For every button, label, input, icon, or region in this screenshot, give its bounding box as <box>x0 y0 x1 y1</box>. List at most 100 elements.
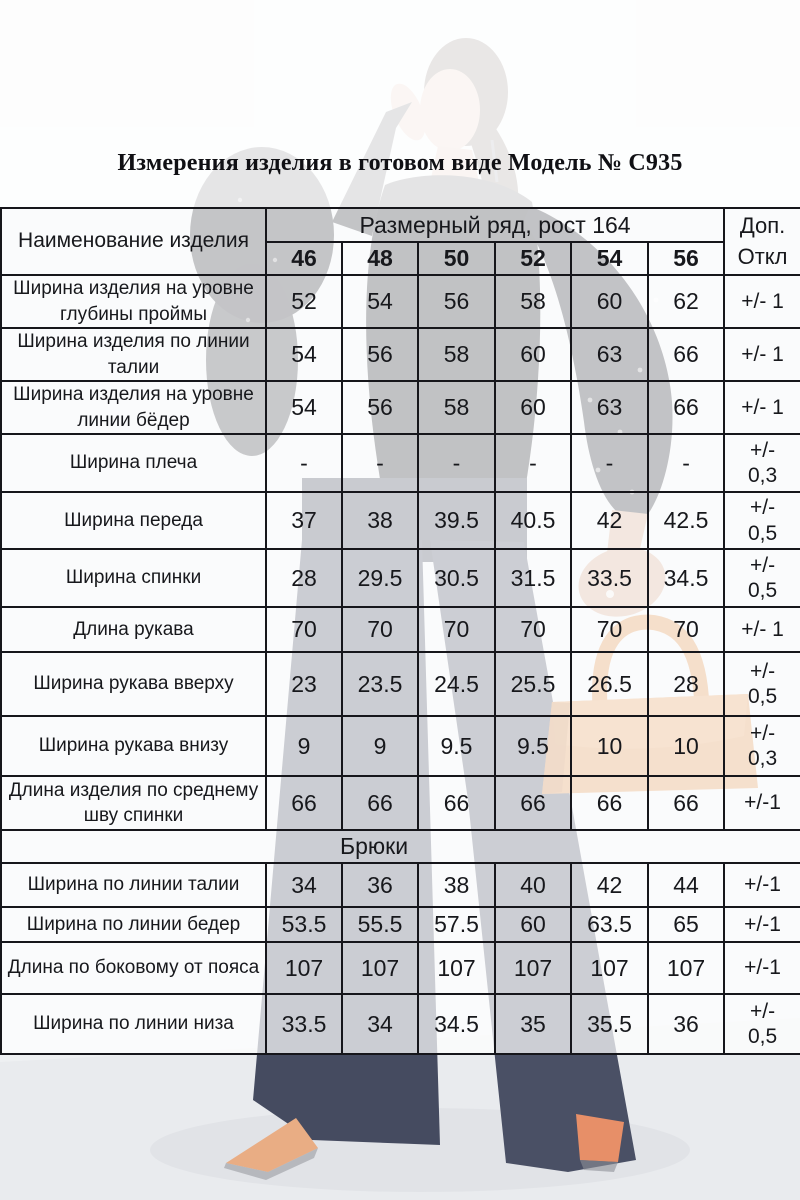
measurement-value: 63.5 <box>570 906 649 943</box>
table-row: Ширина по линии низа 33.5 34 34.5 35 35.5 36 +/… <box>0 993 800 1055</box>
measurement-value: 107 <box>341 941 419 995</box>
right-shoe <box>576 1114 624 1172</box>
measurement-value: 23.5 <box>341 651 419 717</box>
measurement-value: 10 <box>570 715 649 777</box>
measurement-value: 107 <box>494 941 572 995</box>
measurement-value: 9.5 <box>494 715 572 777</box>
tolerance-value: +/-1 <box>723 775 800 831</box>
row-label: Ширина рукава вверху <box>0 651 267 717</box>
measurement-value: 42 <box>570 862 649 908</box>
size-header: 48 <box>341 241 419 276</box>
table-row: Ширина спинки 28 29.5 30.5 31.5 33.5 34.5 +/- 0… <box>0 548 800 608</box>
row-label: Ширина по линии бедер <box>0 906 267 943</box>
measurement-value: 58 <box>417 380 496 435</box>
tolerance-value: +/- 1 <box>723 327 800 382</box>
measurement-value: 70 <box>265 606 343 653</box>
measurement-value: 36 <box>341 862 419 908</box>
measurement-value: 34.5 <box>646 548 726 608</box>
measurement-value: 66 <box>570 775 649 831</box>
table-row: Ширина изделия на уровне линии бёдер 54 56… <box>0 380 800 435</box>
measurement-value: 70 <box>417 606 496 653</box>
measurement-value: 60 <box>494 380 572 435</box>
measurement-value: 53.5 <box>265 906 343 943</box>
measurement-value: 35 <box>494 993 572 1055</box>
measurement-value: 56 <box>417 274 496 329</box>
measurement-value: 9.5 <box>417 715 496 777</box>
measurement-value: 70 <box>494 606 572 653</box>
column-header-size-group: Размерный ряд, рост 164 <box>264 207 726 243</box>
measurement-value: 66 <box>646 775 726 831</box>
row-label: Ширина переда <box>0 491 267 550</box>
measurement-value: 34 <box>265 862 343 908</box>
measurement-value: 58 <box>494 274 572 329</box>
measurement-value: 56 <box>341 327 419 382</box>
measurement-value: 107 <box>417 941 496 995</box>
table-row: Ширина изделия по линии талии 54 56 58 60 63 6… <box>0 327 800 382</box>
measurement-value: 66 <box>646 380 726 435</box>
measurement-value: 107 <box>265 941 343 995</box>
size-header: 52 <box>494 241 572 276</box>
measurement-value: - <box>417 433 496 493</box>
measurement-value: 66 <box>646 327 726 382</box>
row-label: Длина изделия по среднему шву спинки <box>0 775 267 831</box>
measurement-value: 9 <box>341 715 419 777</box>
tolerance-value: +/- 1 <box>723 274 800 329</box>
measurement-value: 34 <box>341 993 419 1055</box>
measurement-value: 33.5 <box>265 993 343 1055</box>
measurement-value: 29.5 <box>341 548 419 608</box>
tolerance-value: +/-1 <box>723 906 800 943</box>
table-row: Ширина рукава вверху 23 23.5 24.5 25.5 26.5 28… <box>0 651 800 717</box>
measurement-value: 38 <box>417 862 496 908</box>
measurement-value: 70 <box>570 606 649 653</box>
measurement-value: 58 <box>417 327 496 382</box>
size-header: 56 <box>646 241 726 276</box>
measurement-value: 28 <box>265 548 343 608</box>
measurement-value: 38 <box>341 491 419 550</box>
row-label: Ширина изделия на уровне глубины проймы <box>0 274 267 329</box>
measurement-value: 34.5 <box>417 993 496 1055</box>
table-row: Ширина рукава внизу 9 9 9.5 9.5 10 10 +/- 0,3 <box>0 715 800 777</box>
measurement-value: 37 <box>265 491 343 550</box>
measurement-value: - <box>341 433 419 493</box>
row-label: Ширина изделия по линии талии <box>0 327 267 382</box>
measurement-value: 54 <box>265 380 343 435</box>
left-shoe <box>224 1118 318 1180</box>
tolerance-value: +/-1 <box>723 941 800 995</box>
tolerance-value: +/- 1 <box>723 606 800 653</box>
measurement-value: 70 <box>341 606 419 653</box>
table-row: Длина рукава 70 70 70 70 70 70 +/- 1 <box>0 606 800 653</box>
measurement-value: 57.5 <box>417 906 496 943</box>
size-header: 54 <box>570 241 649 276</box>
measurement-value: 26.5 <box>570 651 649 717</box>
measurement-value: 42.5 <box>646 491 726 550</box>
row-label: Ширина изделия на уровне линии бёдер <box>0 380 267 435</box>
row-label: Ширина спинки <box>0 548 267 608</box>
measurement-value: - <box>646 433 726 493</box>
tolerance-value: +/- 1 <box>723 380 800 435</box>
measurement-value: 35.5 <box>570 993 649 1055</box>
table-row: Ширина по линии талии 34 36 38 40 42 44 +/-1 <box>0 862 800 908</box>
measurement-value: 40 <box>494 862 572 908</box>
row-label: Ширина по линии талии <box>0 862 267 908</box>
measurement-value: 63 <box>570 327 649 382</box>
measurements-table: Наименование изделия Размерный ряд, рост… <box>0 207 800 1055</box>
table-row: Длина по боковому от пояса 107 107 107 107 10… <box>0 941 800 995</box>
row-label: Длина по боковому от пояса <box>0 941 267 995</box>
size-header: 50 <box>417 241 496 276</box>
measurement-value: 107 <box>570 941 649 995</box>
measurement-value: 44 <box>646 862 726 908</box>
measurement-value: 25.5 <box>494 651 572 717</box>
tolerance-value: +/- 0,5 <box>723 993 800 1055</box>
measurement-value: 42 <box>570 491 649 550</box>
measurement-value: 54 <box>265 327 343 382</box>
tolerance-value: +/- 0,5 <box>723 548 800 608</box>
measurement-value: 31.5 <box>494 548 572 608</box>
tolerance-value: +/- 0,3 <box>723 433 800 493</box>
measurement-value: 36 <box>646 993 726 1055</box>
tolerance-value: +/- 0,3 <box>723 715 800 777</box>
measurement-value: 65 <box>646 906 726 943</box>
row-label: Ширина плеча <box>0 433 267 493</box>
section-label: Брюки <box>0 829 800 864</box>
table-row: Ширина по линии бедер 53.5 55.5 57.5 60 63.5 6… <box>0 906 800 943</box>
tolerance-value: +/-1 <box>723 862 800 908</box>
